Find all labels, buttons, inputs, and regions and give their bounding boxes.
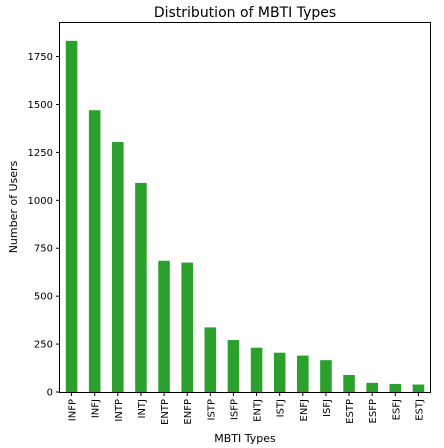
bar-entj bbox=[250, 347, 263, 392]
x-tick-label: INTP bbox=[114, 399, 125, 422]
x-tick-label: ENFP bbox=[183, 399, 194, 425]
y-tick-label: 1500 bbox=[28, 100, 53, 111]
y-axis-ticks: 0 250 500 750 1000 1250 1500 1750 bbox=[28, 52, 60, 399]
plot-frame bbox=[59, 22, 431, 393]
x-tick-label: INTJ bbox=[137, 399, 148, 419]
bar-estj bbox=[412, 384, 425, 392]
bar-esfp bbox=[366, 382, 378, 392]
y-tick-label: 1750 bbox=[28, 52, 53, 63]
x-tick-label: ISFJ bbox=[322, 399, 333, 417]
x-tick-label: ISTJ bbox=[276, 399, 287, 417]
x-tick-label: ISFP bbox=[229, 399, 240, 420]
y-tick-label: 0 bbox=[47, 388, 53, 399]
bar-entp bbox=[158, 260, 170, 392]
bar-infj bbox=[88, 110, 101, 392]
bar-istj bbox=[273, 352, 286, 392]
bar-intp bbox=[112, 142, 124, 392]
x-tick-label: ESFJ bbox=[391, 399, 402, 420]
x-tick-label: ESTP bbox=[345, 399, 356, 424]
bar-esfj bbox=[389, 383, 402, 392]
y-tick-label: 500 bbox=[34, 292, 53, 303]
bar-enfj bbox=[297, 355, 309, 392]
chart-title: Distribution of MBTI Types bbox=[154, 5, 336, 21]
bar-istp bbox=[204, 327, 217, 392]
x-tick-label: ESFP bbox=[368, 399, 379, 423]
x-tick-label: ENTP bbox=[160, 399, 171, 425]
y-tick-label: 250 bbox=[34, 340, 53, 351]
x-tick-label: ENTJ bbox=[253, 399, 264, 422]
x-axis-label: MBTI Types bbox=[214, 432, 276, 445]
bars-group bbox=[65, 40, 425, 392]
x-tick-label: ESTJ bbox=[414, 399, 425, 421]
bar-intj bbox=[135, 182, 147, 392]
bar-estp bbox=[343, 374, 355, 392]
bar-isfp bbox=[227, 340, 240, 392]
y-tick-label: 1000 bbox=[28, 196, 53, 207]
x-tick-label: ENFJ bbox=[299, 399, 310, 422]
x-tick-label: ISTP bbox=[206, 399, 217, 420]
y-axis-label: Number of Users bbox=[7, 160, 20, 253]
x-tick-label: INFJ bbox=[91, 399, 102, 418]
bar-enfp bbox=[181, 262, 193, 392]
bar-infp bbox=[65, 40, 78, 392]
y-tick-label: 750 bbox=[34, 244, 53, 255]
x-tick-label: INFP bbox=[68, 399, 79, 421]
bar-isfj bbox=[320, 360, 332, 392]
y-tick-label: 1250 bbox=[28, 148, 53, 159]
x-axis-ticks: INFP INFJ INTP INTJ ENTP ENFP ISTP ISFP ENTJ ISTJ… bbox=[68, 392, 425, 425]
